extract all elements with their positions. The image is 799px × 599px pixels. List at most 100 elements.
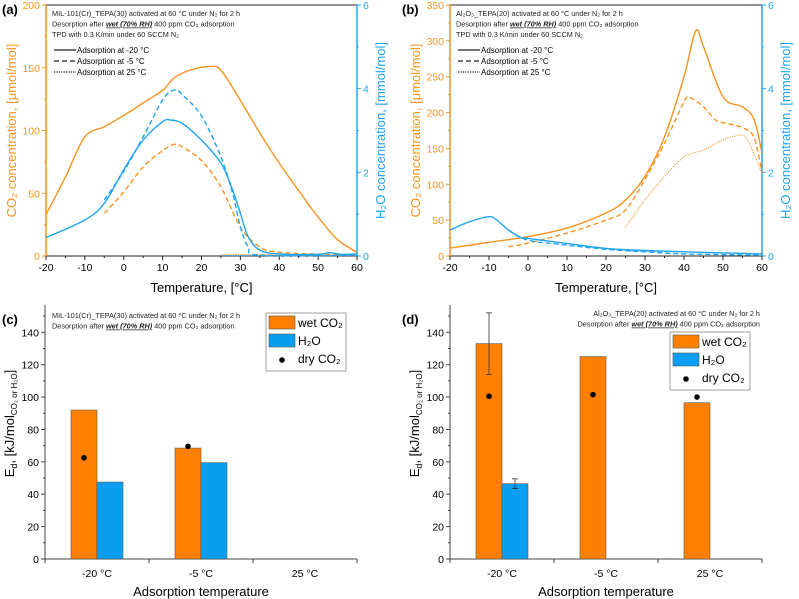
- annotation: TPD with 0.3 K/min under 60 SCCM N₂: [456, 30, 583, 39]
- point-dry-co2: [486, 393, 492, 400]
- y-tick-label: 20: [432, 522, 444, 534]
- x-tick-label: -20: [38, 262, 53, 274]
- annotation-text: 400 ppm CO₂ adsorption: [152, 20, 234, 29]
- y-label-subscript: CO₂ or H₂O: [10, 373, 19, 415]
- y-tick-label: 140: [426, 327, 444, 339]
- y2-tick-label: 4: [768, 84, 774, 96]
- y-tick-label: 200: [426, 108, 444, 120]
- y-label-subscript: d: [414, 464, 424, 469]
- y-tick-label: 0: [438, 554, 444, 566]
- y-tick-label: 300: [426, 36, 444, 48]
- y-tick-label: 0: [34, 251, 40, 263]
- y-tick-label: 40: [432, 489, 444, 501]
- point-dry-co2: [185, 443, 191, 450]
- series-h2o-solid: [449, 215, 763, 255]
- panel-label: (d): [402, 312, 419, 327]
- legend-swatch-dry-co2: [683, 376, 689, 382]
- bar-wet-co2: [683, 402, 711, 560]
- x-axis-label: Temperature, [°C]: [150, 280, 252, 295]
- y-tick-label: 250: [426, 72, 444, 84]
- panel-label: (b): [402, 2, 419, 17]
- y-tick-label: 0: [33, 554, 39, 566]
- legend-label: H₂O: [702, 353, 725, 367]
- y-axis-label: CO₂ concentration, [μmol/mol]: [408, 44, 423, 218]
- legend-label: Adsorption at 25 °C: [77, 68, 147, 77]
- x-tick-label: 20: [196, 262, 208, 274]
- x-tick-label: 40: [273, 262, 285, 274]
- bar-h2o: [501, 483, 529, 560]
- y-label-text: , [kJ/mol: [2, 415, 17, 464]
- y-tick-label: 50: [432, 215, 444, 227]
- y2-tick-label: 2: [768, 167, 774, 179]
- y-tick-label: 100: [21, 392, 39, 404]
- annotation-emphasis: wet (70% RH): [106, 20, 153, 29]
- series-co2-dotted: [625, 134, 763, 228]
- y-label-text: , [kJ/mol: [407, 415, 422, 464]
- x-tick-label: 0: [121, 262, 127, 274]
- x-tick-label: -20: [442, 262, 457, 274]
- legend-label: Adsorption at -5 °C: [77, 57, 145, 66]
- x-tick-label: 0: [525, 262, 531, 274]
- x-tick-label: 10: [157, 262, 169, 274]
- bar-h2o: [200, 462, 228, 560]
- annotation: Desorption after wet (70% RH) 400 ppm CO…: [577, 320, 760, 329]
- y-axis-label: CO₂ concentration, [μmol/mol]: [4, 44, 19, 218]
- x-tick-label: 20: [600, 262, 612, 274]
- y2-tick-label: 0: [363, 251, 369, 263]
- legend-label: wet CO₂: [297, 316, 343, 330]
- annotation: TPD with 0.3 K/min under 60 SCCM N₂: [52, 30, 179, 39]
- y-tick-label: 50: [28, 188, 40, 200]
- point-dry-co2: [81, 454, 87, 461]
- legend-swatch-h2o: [268, 333, 296, 348]
- x-tick-label: -10: [481, 262, 496, 274]
- y2-tick-label: 2: [363, 167, 369, 179]
- legend-swatch-wet-co2: [268, 315, 296, 330]
- y-label-subscript: CO₂ or H₂O: [415, 373, 424, 415]
- series-h2o-solid: [45, 118, 358, 256]
- annotation-text: Desorption after: [577, 320, 631, 329]
- legend-swatch-wet-co2: [672, 334, 700, 349]
- y-tick-label: 150: [426, 143, 444, 155]
- legend-label: wet CO₂: [701, 335, 747, 349]
- annotation-emphasis: wet (70% RH): [631, 320, 678, 329]
- x-tick-label: 25 °C: [292, 568, 319, 580]
- y2-axis-label: H₂O concentration, [mmol/mol]: [373, 42, 388, 219]
- legend-swatch-dry-co2: [279, 357, 285, 363]
- x-tick-label: 50: [717, 262, 729, 274]
- annotation: MIL-101(Cr)_TEPA(30) activated at 60 °C …: [52, 9, 240, 18]
- y-label-text: ]: [2, 370, 17, 374]
- x-tick-label: 60: [351, 262, 363, 274]
- legend-label: Adsorption at -20 °C: [77, 46, 149, 55]
- y-tick-label: 140: [21, 327, 39, 339]
- x-axis-label: Adsorption temperature: [538, 584, 674, 599]
- legend-label: dry CO₂: [298, 352, 341, 366]
- panel-b: (b)-20 -10 0 10 20 30 40 50 60050100150200250300…: [402, 0, 793, 295]
- y2-tick-label: 6: [768, 0, 774, 12]
- y-axis-label: Ed, [kJ/molCO₂ or H₂O]: [407, 370, 424, 478]
- y-tick-label: 100: [426, 392, 444, 404]
- panel-d: (d) 0 20 40 60 80 100 120 140 -20 °C -5 °C 25 °C Ads…: [402, 305, 763, 599]
- annotation-text: Desorption after: [52, 20, 106, 29]
- y2-axis-label: H₂O concentration, [mmol/mol]: [778, 42, 793, 219]
- x-axis-label: Temperature, [°C]: [555, 280, 657, 295]
- y-tick-label: 200: [22, 0, 40, 12]
- annotation: Desorption after wet (70% RH) 400 ppm CO…: [52, 322, 235, 331]
- x-tick-label: 40: [678, 262, 690, 274]
- y2-tick-label: 0: [768, 251, 774, 263]
- panel-a: (a)-20 -10 0 10 20 30 40 50 600501001502000246Te…: [2, 0, 388, 295]
- annotation-text: Desorption after: [52, 322, 106, 331]
- y-tick-label: 20: [27, 522, 39, 534]
- x-tick-label: 30: [235, 262, 247, 274]
- series-co2-dashed: [508, 95, 763, 248]
- x-tick-label: 60: [756, 262, 768, 274]
- panel-label: (c): [2, 312, 18, 327]
- bar-wet-co2: [174, 447, 202, 560]
- annotation-emphasis: wet (70% RH): [510, 20, 557, 29]
- annotation-emphasis: wet (70% RH): [106, 322, 153, 331]
- annotation: Al₂O₃_TEPA(20) activated at 60 °C under …: [456, 9, 623, 18]
- y-tick-label: 350: [426, 0, 444, 12]
- y-label-text: E: [407, 468, 422, 477]
- x-axis-label: Adsorption temperature: [133, 584, 269, 599]
- legend-label: Adsorption at 25 °C: [481, 68, 551, 77]
